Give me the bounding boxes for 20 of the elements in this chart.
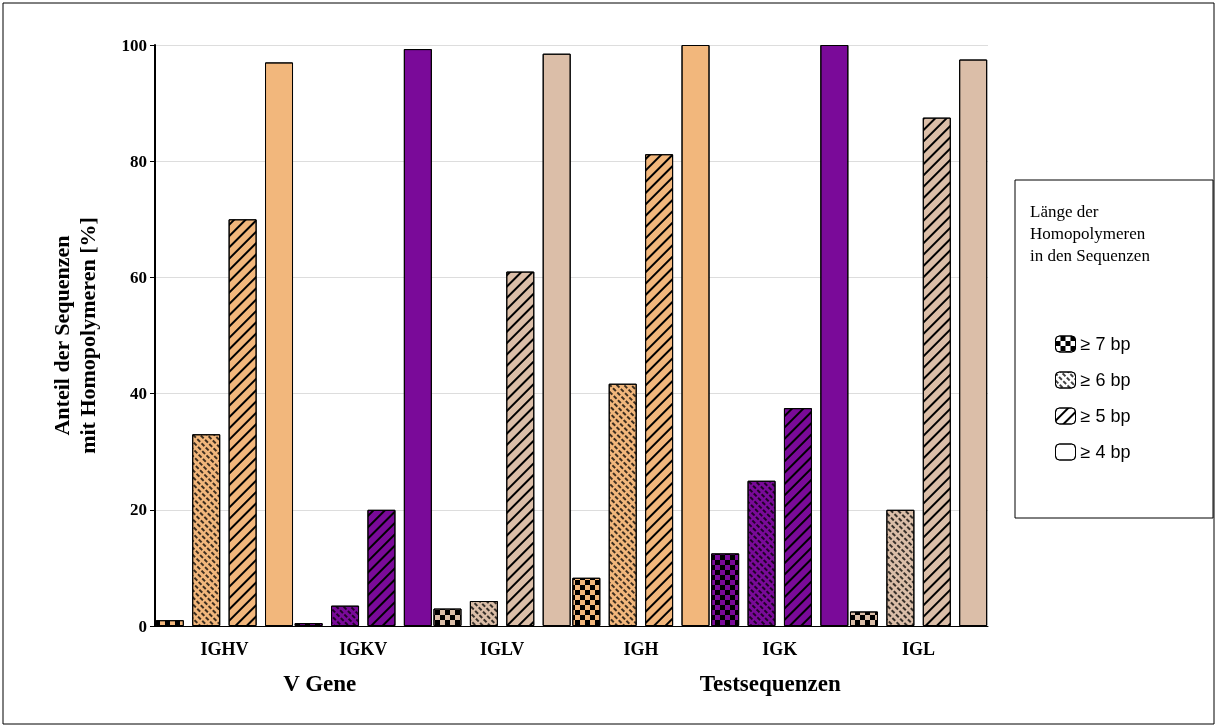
y-tick-label: 60 xyxy=(130,267,147,287)
x-tick-label: IGK xyxy=(762,639,798,659)
text: V Gene xyxy=(283,671,357,696)
legend-label: ≥ 7 bp xyxy=(1080,334,1131,354)
legend-label: ≥ 4 bp xyxy=(1080,442,1131,462)
x-tick-label: IGL xyxy=(902,639,936,659)
y-tick-label: 0 xyxy=(138,616,147,636)
x-tick-label: IGKV xyxy=(339,639,388,659)
y-tick-label: 80 xyxy=(130,151,147,171)
text: Testsequenzen xyxy=(699,671,841,696)
x-tick-label: IGLV xyxy=(479,639,525,659)
legend-label: ≥ 6 bp xyxy=(1080,370,1131,390)
y-tick-label: 40 xyxy=(130,384,147,404)
y-tick-label: 20 xyxy=(130,500,147,520)
legend-label: ≥ 5 bp xyxy=(1080,406,1131,426)
y-tick-label: 100 xyxy=(121,35,147,55)
y-axis-title: Anteil der Sequenzen mit Homopolymeren [%] xyxy=(48,217,100,454)
legend-title: Länge der Homopolymeren in den Sequenzen xyxy=(1030,201,1151,265)
x-tick-label: IGHV xyxy=(200,639,249,659)
x-tick-label: IGH xyxy=(623,639,659,659)
